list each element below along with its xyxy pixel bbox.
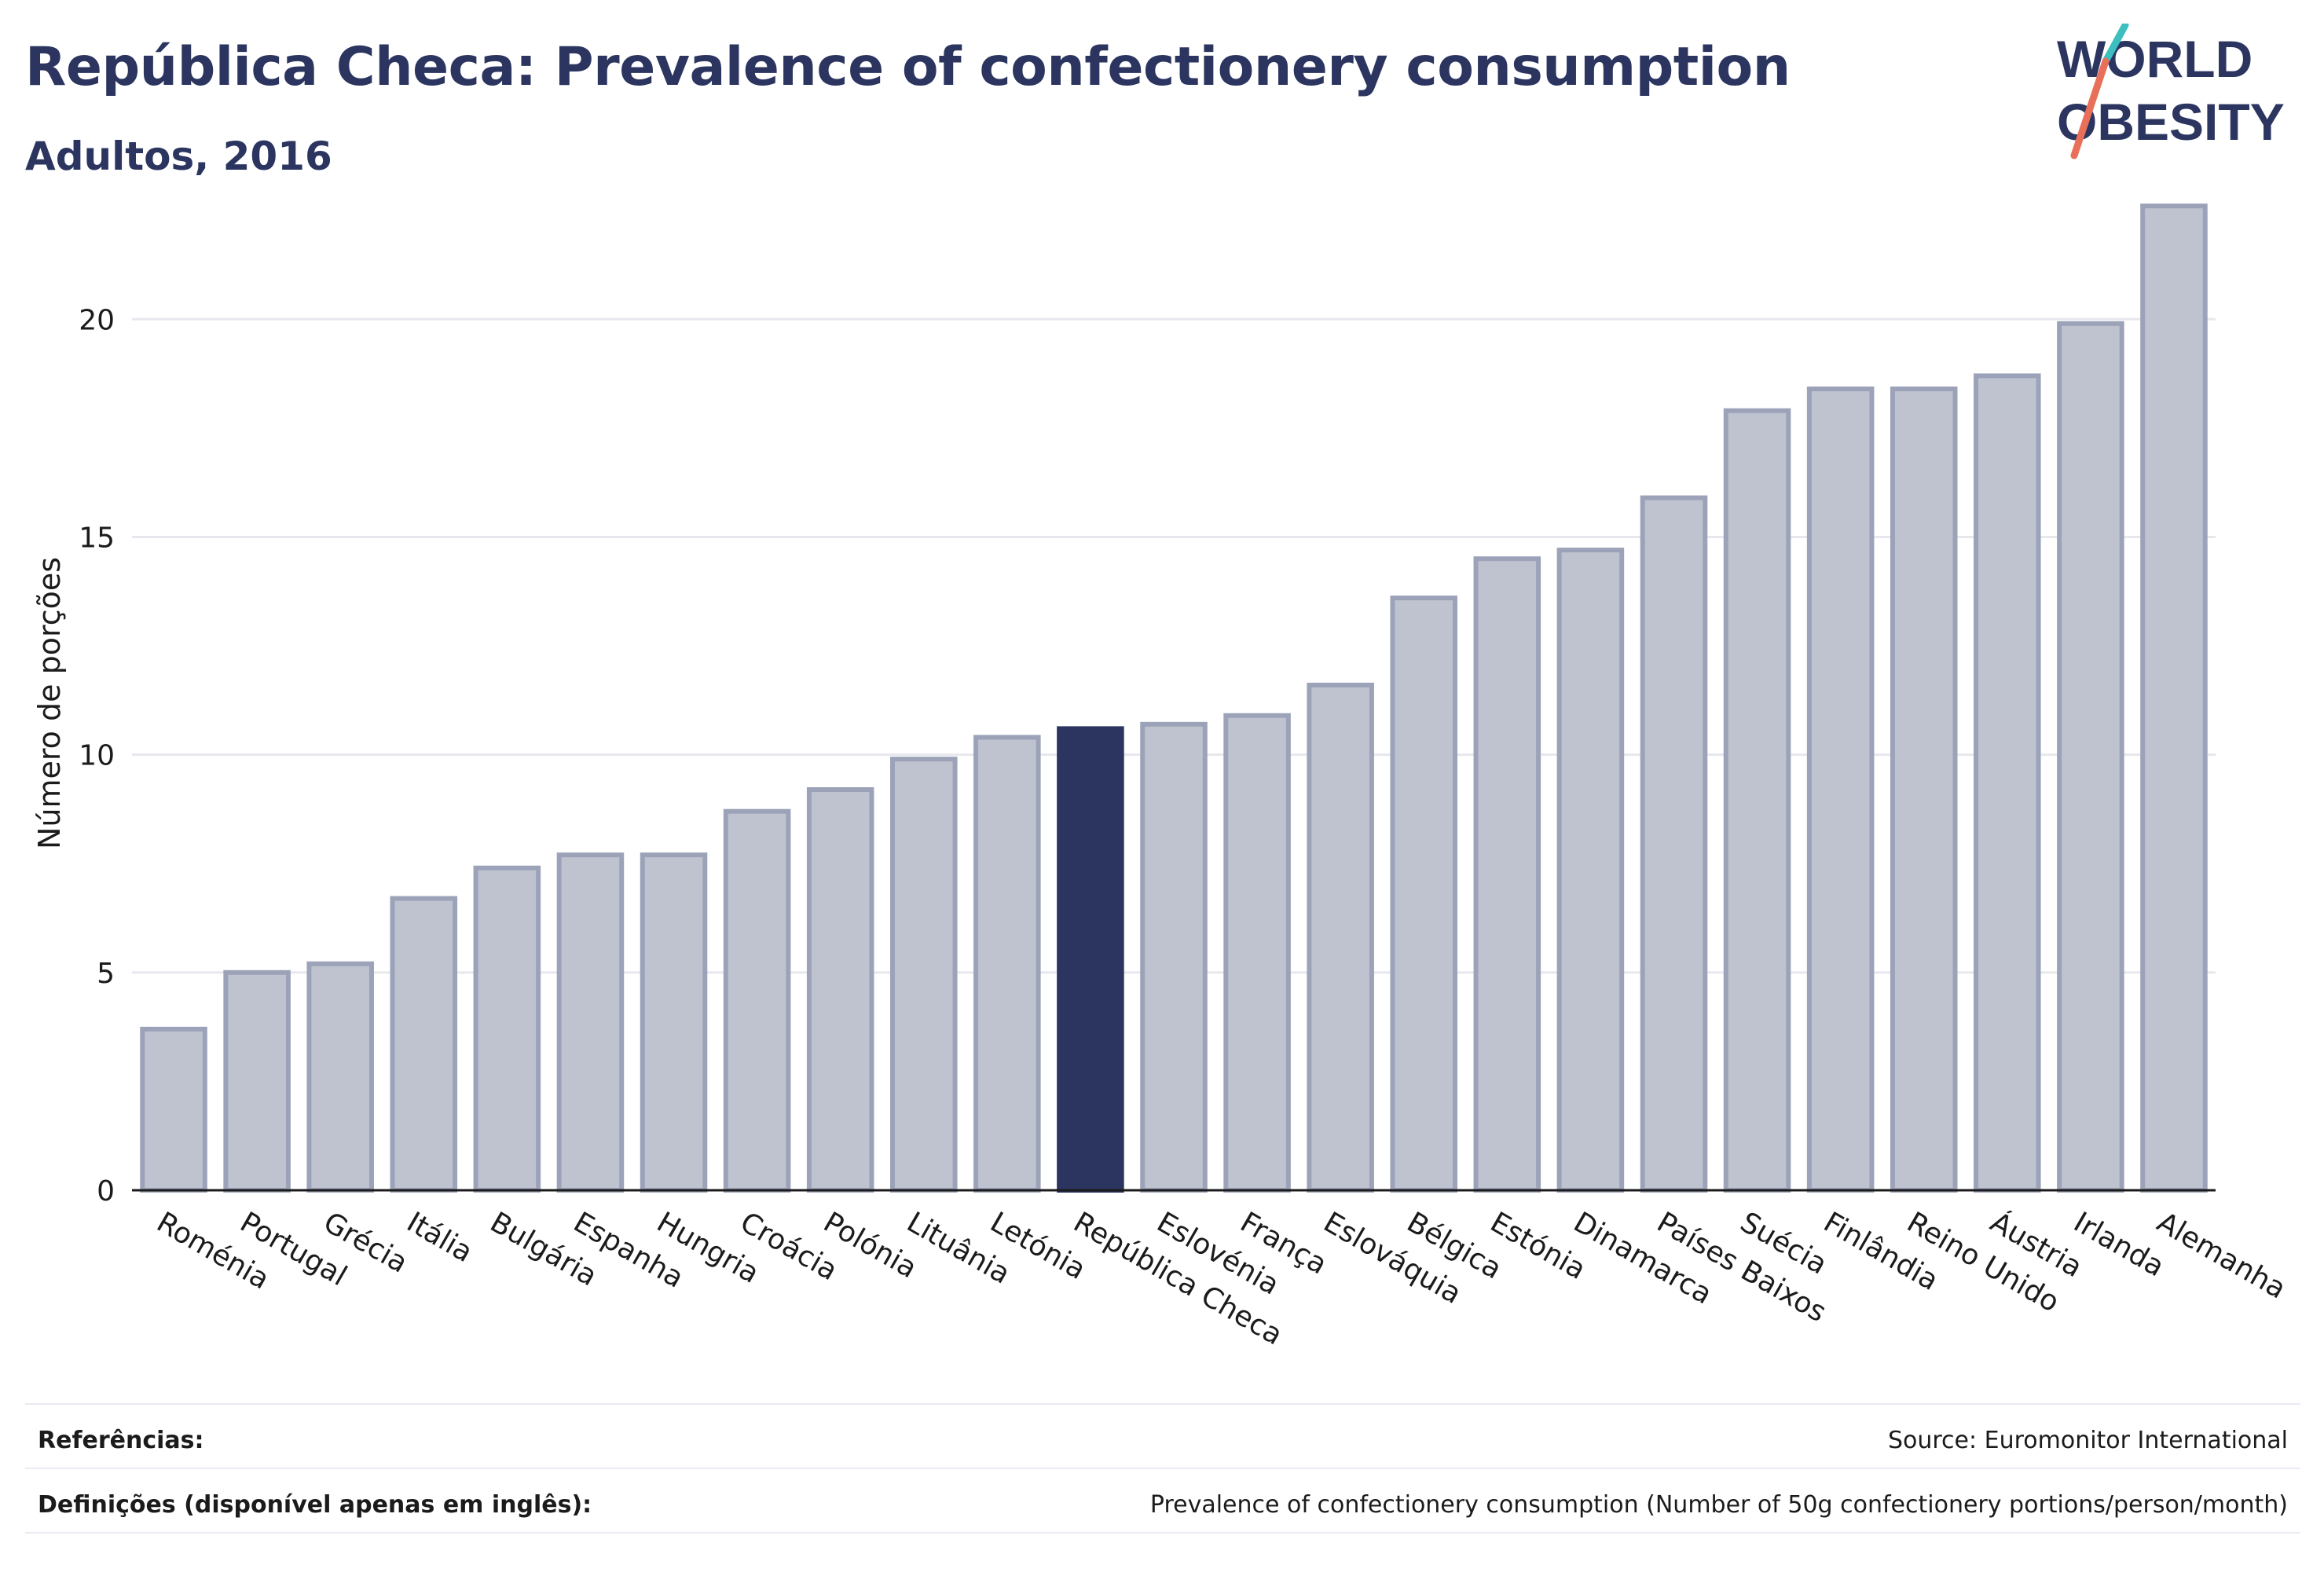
chart-subtitle: Adultos, 2016 [25, 134, 332, 179]
bar-highlight [1057, 726, 1124, 1193]
footer-divider [25, 1403, 2300, 1405]
bar [390, 896, 458, 1193]
bar [473, 865, 541, 1193]
references-label: Referências: [38, 1427, 204, 1454]
logo-slash-bottom [2070, 57, 2110, 159]
bar [1890, 387, 1958, 1193]
bar [556, 852, 625, 1193]
y-tick-label: 5 [97, 958, 115, 990]
x-tick-label: Itália [401, 1206, 478, 1269]
bar [1473, 556, 1541, 1193]
bar [306, 961, 374, 1193]
x-tick-label: Estónia [1485, 1206, 1591, 1286]
bar [1223, 713, 1291, 1193]
footer-divider [25, 1532, 2300, 1534]
y-tick-label: 15 [79, 522, 115, 554]
bar [723, 808, 791, 1193]
bar [1140, 721, 1208, 1193]
y-tick-label: 0 [97, 1175, 115, 1208]
footer-divider [25, 1468, 2300, 1469]
bars [140, 203, 2208, 1193]
references-value: Source: Euromonitor International [1887, 1427, 2288, 1454]
definitions-label: Definições (disponível apenas em inglês)… [38, 1491, 592, 1519]
bar [140, 1026, 207, 1193]
bar [223, 969, 291, 1193]
x-tick-label: Irlanda [2068, 1206, 2169, 1283]
y-tick-label: 20 [79, 304, 115, 336]
y-axis-title: Número de porções [32, 557, 67, 849]
bar [1390, 596, 1458, 1193]
world-obesity-logo: WORLD OBESITY [2057, 24, 2285, 159]
logo-line1: WORLD [2057, 30, 2253, 88]
bar [1556, 548, 1625, 1193]
bar [1723, 408, 1791, 1193]
logo-slash-top [2102, 24, 2129, 65]
bar [973, 735, 1041, 1193]
x-tick-label: Alemanha [2151, 1206, 2291, 1305]
bar [1640, 495, 1708, 1193]
bar [1806, 387, 1875, 1193]
bar [1974, 373, 2041, 1193]
bar [1307, 682, 1374, 1193]
definitions-value: Prevalence of confectionery consumption … [1149, 1491, 2288, 1519]
bar [2140, 203, 2208, 1193]
chart-title: República Checa: Prevalence of confectio… [25, 36, 1791, 98]
bar [2057, 321, 2124, 1193]
references-row: Referências: Source: Euromonitor Interna… [38, 1417, 2288, 1464]
bar [806, 787, 874, 1193]
bar [640, 852, 708, 1193]
bar [889, 757, 958, 1193]
y-tick-label: 10 [79, 740, 115, 772]
definitions-row: Definições (disponível apenas em inglês)… [38, 1482, 2288, 1529]
